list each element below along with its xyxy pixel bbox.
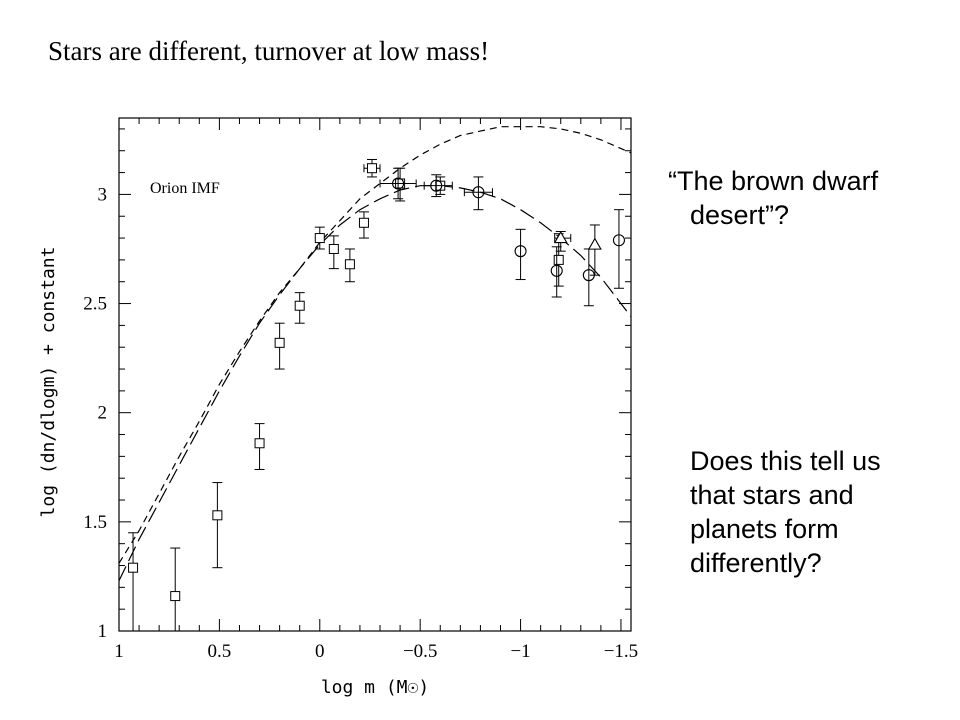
triangle-data-point — [553, 230, 572, 252]
square-marker — [170, 591, 181, 602]
data-points — [128, 158, 626, 632]
circle-marker — [612, 234, 626, 247]
square-data-point — [170, 547, 181, 631]
square-marker — [212, 510, 223, 521]
circle-marker — [514, 245, 527, 258]
x-axis-label: log m (M☉) — [321, 677, 429, 698]
question-line-1: Does this tell us — [690, 446, 881, 476]
square-data-point — [274, 322, 285, 370]
square-data-point — [212, 482, 223, 569]
brown-dwarf-desert-note: “The brown dwarf desert”? — [668, 164, 938, 232]
triangle-data-point — [587, 224, 602, 276]
x-tick-label: 1 — [114, 641, 124, 662]
y-tick-label: 2.5 — [83, 294, 107, 315]
square-marker — [328, 243, 339, 254]
square-marker — [344, 259, 355, 270]
square-data-point — [344, 248, 355, 283]
square-data-point — [128, 532, 139, 632]
axis-ticks: 1 0.5 0 −0.5 −1 −1.5 1 1.5 2 2.5 3 — [83, 118, 638, 662]
circle-data-point — [463, 176, 493, 211]
square-marker — [294, 300, 305, 311]
model-curves — [118, 126, 632, 582]
circle-data-point — [514, 228, 527, 281]
square-data-point — [294, 292, 305, 324]
square-data-point — [314, 226, 325, 250]
long-dashed-curve — [118, 185, 632, 582]
x-tick-label: −0.5 — [403, 641, 437, 662]
x-tick-label: −1.5 — [604, 641, 638, 662]
y-tick-label: 1 — [98, 621, 108, 642]
x-tick-label: −1 — [510, 641, 530, 662]
circle-marker — [550, 264, 563, 277]
circle-data-point — [582, 248, 595, 307]
square-marker — [128, 562, 139, 573]
orion-imf-annotation: Orion IMF — [150, 180, 220, 197]
question-note: Does this tell us that stars and planets… — [690, 444, 940, 580]
plot-frame — [118, 117, 632, 632]
square-data-point — [254, 423, 265, 470]
slide-title: Stars are different, turnover at low mas… — [48, 36, 490, 66]
circle-data-point — [423, 174, 453, 198]
question-line-4: differently? — [690, 548, 822, 578]
square-marker — [553, 254, 564, 265]
y-axis-label: log (dn/dlogm) + constant — [38, 247, 59, 518]
circle-data-point — [612, 209, 626, 289]
square-marker — [314, 233, 325, 244]
circle-marker — [472, 186, 485, 199]
triangle-marker — [553, 230, 568, 244]
square-marker — [254, 438, 265, 449]
question-line-3: planets form — [690, 514, 839, 544]
triangle-marker — [587, 237, 602, 250]
y-tick-label: 3 — [98, 184, 108, 205]
circle-marker — [430, 179, 443, 192]
short-dashed-curve — [118, 126, 632, 564]
circle-marker — [392, 177, 405, 190]
circle-data-point — [379, 167, 417, 200]
circle-data-point — [550, 246, 563, 298]
square-data-point — [358, 211, 369, 239]
square-marker — [366, 163, 377, 174]
square-data-point — [328, 235, 339, 270]
question-line-2: that stars and — [690, 480, 854, 510]
square-marker — [358, 217, 369, 228]
x-tick-label: 0.5 — [208, 641, 232, 662]
square-data-point — [363, 158, 381, 178]
quote-line-1: “The brown dwarf — [668, 166, 879, 196]
y-tick-label: 2 — [98, 403, 108, 424]
quote-line-2: desert”? — [690, 200, 790, 230]
y-tick-label: 1.5 — [83, 512, 107, 533]
x-tick-label: 0 — [315, 641, 325, 662]
square-marker — [274, 337, 285, 348]
